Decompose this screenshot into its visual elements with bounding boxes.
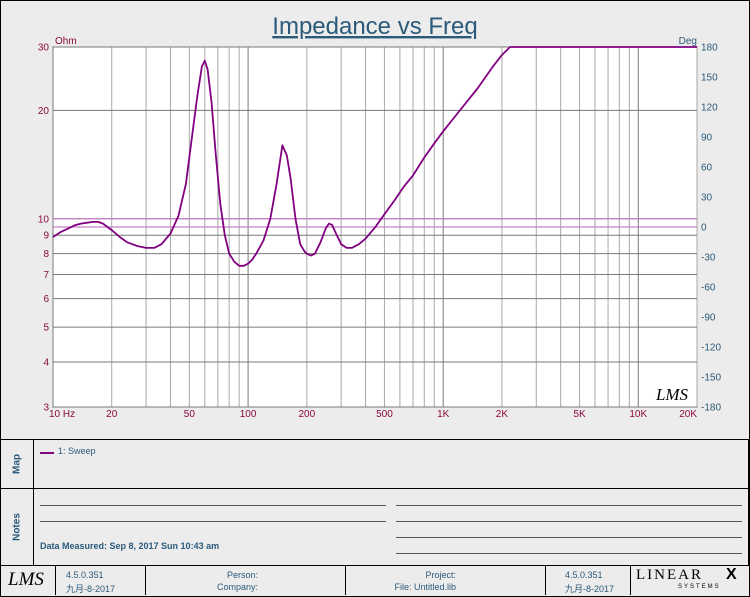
footer-divider [145, 565, 146, 595]
y-left-tick-label: 5 [43, 323, 49, 334]
brand-logo: LINEAR X SYSTEMS [634, 566, 746, 595]
company-label: Company: [216, 582, 258, 592]
y-right-tick-label: 90 [701, 133, 713, 144]
map-panel: 1: Sweep [33, 439, 749, 489]
y-right-tick-label: -150 [701, 373, 721, 384]
person-label: Person: [226, 570, 258, 580]
x-tick-label: 20K [679, 409, 697, 420]
note-line [396, 521, 742, 522]
note-line [396, 537, 742, 538]
legend-label: 1: Sweep [58, 446, 96, 456]
y-left-tick-label: 8 [43, 249, 49, 260]
notes-tab[interactable]: Notes [0, 488, 34, 566]
y-left-tick-label: 10 [38, 214, 50, 225]
y-right-tick-label: 30 [701, 193, 713, 204]
date-right: 九月-8-2017 [565, 584, 615, 594]
legend-swatch [40, 452, 54, 454]
y-right-tick-label: 150 [701, 73, 718, 84]
y-right-tick-labels: 180 150 120 90 60 30 0 -30 -60 -90 -120 -150 -180 [701, 43, 721, 414]
y-left-tick-label: 7 [43, 270, 49, 281]
y-right-tick-label: -120 [701, 343, 721, 354]
footer-logo: LMS [8, 569, 44, 590]
brand-top: LINEAR [636, 567, 703, 583]
note-line [396, 553, 742, 554]
y-right-tick-label: 180 [701, 43, 718, 54]
y-left-tick-label: 3 [43, 403, 49, 414]
x-tick-label: 2K [496, 409, 509, 420]
note-line [396, 505, 742, 506]
x-tick-label: 50 [184, 409, 196, 420]
footer-divider [345, 565, 346, 595]
y-right-tick-label: -90 [701, 313, 716, 324]
x-tick-label: 10 Hz [49, 409, 75, 420]
y-right-unit: Deg [679, 36, 697, 47]
x-tick-label: 100 [240, 409, 257, 420]
notes-panel: Data Measured: Sep 8, 2017 Sun 10:43 am [33, 488, 749, 566]
y-left-tick-labels: 30 20 10 9 8 7 6 5 4 3 [38, 43, 50, 414]
y-left-tick-label: 9 [43, 231, 49, 242]
y-left-tick-label: 6 [43, 294, 49, 305]
series-group [52, 46, 697, 267]
map-tab-label: Map [11, 454, 23, 474]
x-tick-labels: 10 Hz 20 50 100 200 500 1K 2K 5K 10K 20K [49, 409, 697, 420]
project-label: Project: [425, 570, 456, 580]
version-right: 4.5.0.351 [565, 570, 603, 580]
y-left-tick-label: 4 [43, 358, 49, 369]
footer-divider [545, 565, 546, 595]
brand-bottom: SYSTEMS [678, 584, 721, 590]
brand-x: X [726, 566, 737, 583]
footer-divider [55, 565, 56, 595]
x-tick-label: 1K [437, 409, 450, 420]
chart-title: Impedance vs Freq [272, 13, 477, 40]
x-tick-label: 5K [573, 409, 586, 420]
y-left-tick-label: 30 [38, 43, 50, 54]
y-right-tick-label: 120 [701, 103, 718, 114]
note-line [40, 521, 386, 522]
series-line [52, 46, 697, 267]
x-tick-label: 20 [106, 409, 118, 420]
x-tick-label: 200 [298, 409, 315, 420]
date-left: 九月-8-2017 [66, 584, 116, 594]
note-line [40, 505, 386, 506]
notes-tab-label: Notes [11, 513, 23, 541]
y-right-tick-label: -30 [701, 253, 716, 264]
y-left-unit: Ohm [55, 36, 77, 47]
lms-watermark: LMS [655, 385, 689, 404]
x-tick-label: 10K [629, 409, 647, 420]
footer [0, 565, 749, 597]
x-tick-label: 500 [376, 409, 393, 420]
map-tab[interactable]: Map [0, 439, 34, 489]
date-measured: Data Measured: Sep 8, 2017 Sun 10:43 am [40, 541, 220, 551]
footer-divider [630, 565, 631, 595]
y-right-tick-label: -180 [701, 403, 721, 414]
y-right-tick-label: -60 [701, 283, 716, 294]
version-left: 4.5.0.351 [66, 570, 104, 580]
impedance-chart: Impedance vs Freq 10 Hz 20 50 100 200 500 1K 2K… [38, 13, 722, 420]
y-right-tick-label: 0 [701, 223, 707, 234]
file-label: File: Untitled.lib [394, 582, 456, 592]
y-right-tick-label: 60 [701, 163, 713, 174]
y-left-tick-label: 20 [38, 106, 50, 117]
